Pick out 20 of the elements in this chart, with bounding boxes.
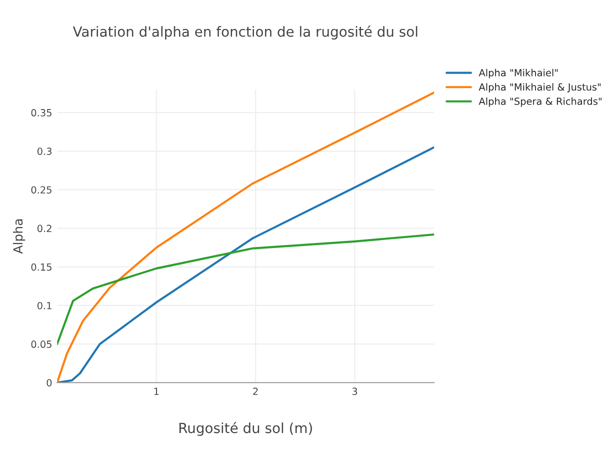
legend-label: Alpha "Mikhaiel": [478, 68, 558, 78]
x-tick-label: 1: [154, 388, 159, 395]
y-tick-label: 0.2: [37, 224, 52, 232]
chart-title: Variation d'alpha en fonction de la rugosité du sol: [72, 26, 418, 40]
x-axis-title: Rugosité du sol (m): [179, 422, 312, 436]
y-axis-title: Alpha: [12, 219, 26, 254]
x-tick-label: 3: [352, 388, 358, 396]
y-tick-label: 0.35: [31, 109, 52, 116]
line-series: [57, 233, 434, 346]
line-series: [57, 146, 434, 383]
y-tick-label: 0: [46, 379, 52, 386]
legend-label: Alpha "Spera & Richards": [478, 97, 602, 107]
y-tick-label: 0.3: [37, 148, 52, 155]
y-tick-label: 0.15: [31, 263, 52, 271]
y-tick-label: 0.1: [37, 302, 52, 310]
x-tick-label: 2: [253, 388, 258, 395]
legend-label: Alpha "Mikhaiel & Justus": [478, 83, 601, 93]
y-tick-label: 0.05: [31, 340, 52, 348]
line-series: [57, 91, 434, 383]
y-tick-label: 0.25: [31, 186, 52, 194]
